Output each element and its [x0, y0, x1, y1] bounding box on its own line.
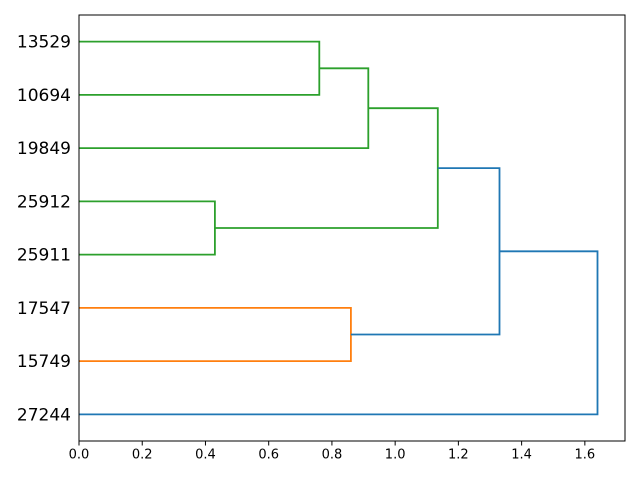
plot-frame [78, 14, 626, 442]
leaf-label: 17547 [17, 299, 71, 319]
x-tick-label: 1.6 [575, 448, 596, 463]
x-tick-label: 0.2 [132, 448, 153, 463]
dendrogram-link [79, 40, 321, 96]
dendrogram-link [79, 250, 599, 416]
x-tick-label: 1.4 [511, 448, 532, 463]
leaf-label: 19849 [17, 139, 71, 159]
leaf-label: 13529 [17, 33, 71, 53]
x-axis-ticks [78, 441, 586, 446]
dendrogram-link [214, 107, 439, 229]
dendrogram-link [79, 307, 352, 362]
leaf-labels: 13529 10694 19849 25912 25911 17547 15749 27244 [17, 33, 71, 426]
dendrogram-link [79, 200, 216, 256]
dendrogram-links [79, 40, 599, 416]
x-tick-label: 0.0 [69, 448, 90, 463]
x-tick-label: 0.8 [322, 448, 343, 463]
dendrogram-link [79, 67, 370, 149]
leaf-label: 25911 [17, 246, 71, 266]
leaf-label: 15749 [17, 352, 71, 372]
x-axis-tick-labels: 0.0 0.2 0.4 0.6 0.8 1.0 1.2 1.4 1.6 [69, 448, 596, 463]
dendrogram-link [350, 167, 501, 336]
x-tick-label: 0.4 [195, 448, 216, 463]
x-tick-label: 0.6 [258, 448, 279, 463]
leaf-label: 25912 [17, 192, 71, 212]
x-tick-label: 1.2 [448, 448, 469, 463]
x-tick-label: 1.0 [385, 448, 406, 463]
leaf-label: 27244 [17, 405, 71, 425]
leaf-label: 10694 [17, 86, 71, 106]
